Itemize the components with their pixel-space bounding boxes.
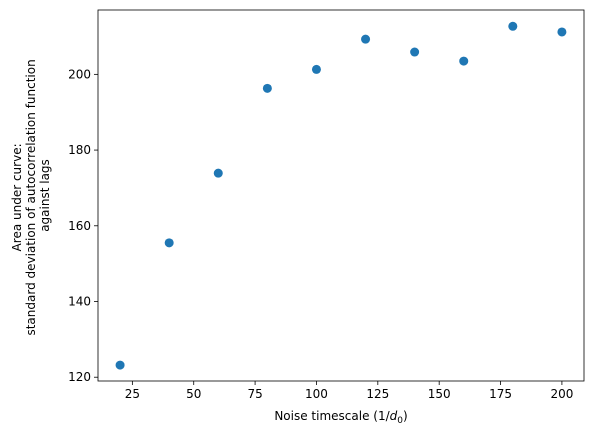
data-point	[410, 47, 420, 57]
x-tick-label: 125	[366, 387, 389, 401]
data-point	[262, 83, 272, 93]
x-tick-label: 100	[305, 387, 328, 401]
x-axis-label: Noise timescale (1/d0)	[274, 409, 407, 426]
y-axis-label-line-3: against lags	[38, 159, 52, 232]
data-point	[311, 64, 321, 74]
x-axis-label-symbol: d	[390, 409, 398, 423]
y-tick-label: 200	[68, 67, 91, 81]
y-tick-label: 180	[68, 143, 91, 157]
x-axis-label-subscript: 0	[397, 416, 403, 426]
y-tick-label: 120	[68, 370, 91, 384]
points-layer	[115, 21, 567, 370]
x-tick-label: 25	[125, 387, 140, 401]
y-axis-label-line-2: standard deviation of autocorrelation fu…	[24, 59, 38, 335]
y-axis-label-line-1: Area under curve:	[10, 143, 24, 251]
data-point	[508, 21, 518, 31]
data-point	[115, 360, 125, 370]
x-axis-label-prefix: Noise timescale (1/	[274, 409, 390, 423]
data-point	[459, 56, 469, 66]
x-tick-label: 50	[186, 387, 201, 401]
x-tick-label: 75	[247, 387, 262, 401]
data-point	[361, 34, 371, 44]
plot-frame	[97, 9, 585, 382]
x-tick-label: 175	[489, 387, 512, 401]
y-tick-label: 140	[68, 295, 91, 309]
x-axis-label-suffix: )	[403, 409, 408, 423]
data-point	[557, 27, 567, 37]
data-point	[164, 238, 174, 248]
y-axis-label: Area under curve: standard deviation of …	[10, 55, 52, 335]
ticks-layer: 25 50 75 100 125 150 175 200 120 140 160 180 200	[68, 67, 573, 401]
x-tick-label: 150	[428, 387, 451, 401]
data-point	[213, 168, 223, 178]
y-tick-label: 160	[68, 219, 91, 233]
x-tick-label: 200	[550, 387, 573, 401]
